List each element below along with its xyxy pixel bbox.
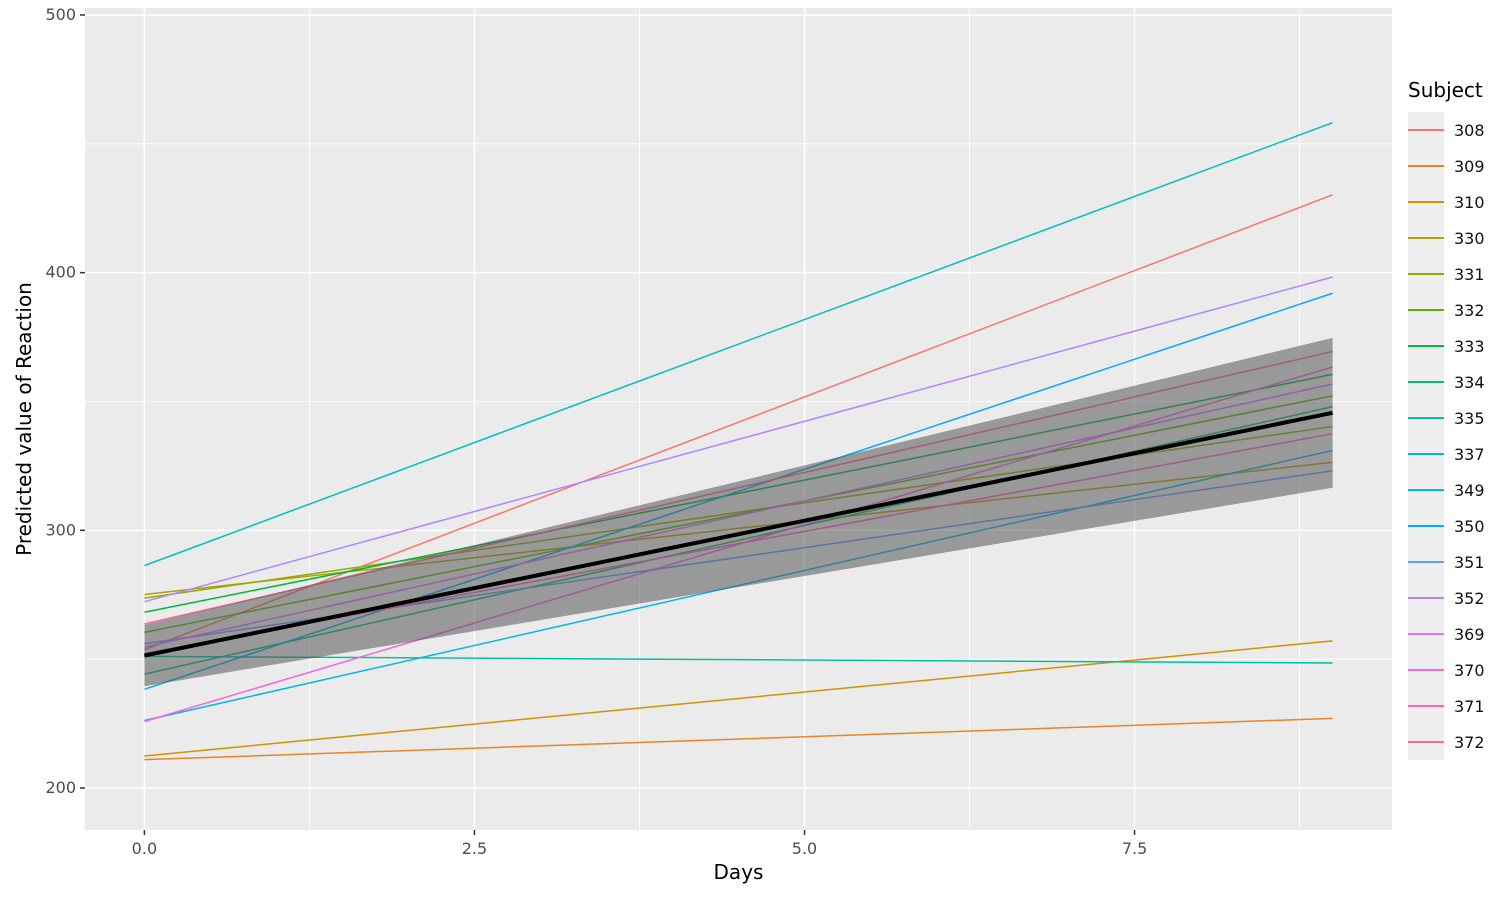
x-tick-label: 2.5 [462, 839, 487, 858]
subject-line-308 [144, 194, 1333, 651]
x-tick-label: 5.0 [792, 839, 817, 858]
legend-line-sample [1408, 201, 1444, 203]
y-tick-label: 400 [45, 263, 76, 282]
x-tick-label: 7.5 [1122, 839, 1147, 858]
legend-line-sample [1408, 561, 1444, 563]
fixed-effect-line [144, 410, 1333, 658]
legend: Subject 308 309 310 330 331 332 333 334 335 337 34… [1408, 78, 1485, 760]
legend-label: 330 [1454, 228, 1485, 248]
legend-item-331: 331 [1408, 256, 1485, 292]
legend-key-swatch [1408, 724, 1444, 760]
subject-line-335 [144, 655, 1333, 664]
legend-key-swatch [1408, 652, 1444, 688]
y-tick-label: 300 [45, 520, 76, 539]
legend-item-310: 310 [1408, 184, 1485, 220]
legend-key-swatch [1408, 256, 1444, 292]
legend-line-sample [1408, 633, 1444, 635]
legend-label: 309 [1454, 156, 1485, 176]
subject-line-352 [144, 276, 1333, 603]
legend-label: 308 [1454, 120, 1485, 140]
legend-item-335: 335 [1408, 400, 1485, 436]
legend-key-swatch [1408, 364, 1444, 400]
legend-line-sample [1408, 525, 1444, 527]
legend-line-sample [1408, 345, 1444, 347]
legend-line-sample [1408, 489, 1444, 491]
legend-key-swatch [1408, 148, 1444, 184]
legend-label: 351 [1454, 552, 1485, 572]
legend-key-swatch [1408, 544, 1444, 580]
legend-item-370: 370 [1408, 652, 1485, 688]
legend-label: 337 [1454, 444, 1485, 464]
legend-key-swatch [1408, 220, 1444, 256]
legend-key-swatch [1408, 184, 1444, 220]
legend-item-333: 333 [1408, 328, 1485, 364]
legend-item-372: 372 [1408, 724, 1485, 760]
legend-item-308: 308 [1408, 112, 1485, 148]
legend-label: 350 [1454, 516, 1485, 536]
legend-item-334: 334 [1408, 364, 1485, 400]
subject-line-337 [144, 121, 1333, 567]
legend-item-332: 332 [1408, 292, 1485, 328]
legend-line-sample [1408, 309, 1444, 311]
legend-item-309: 309 [1408, 148, 1485, 184]
legend-label: 372 [1454, 732, 1485, 752]
legend-item-330: 330 [1408, 220, 1485, 256]
legend-line-sample [1408, 669, 1444, 671]
legend-label: 333 [1454, 336, 1485, 356]
legend-line-sample [1408, 597, 1444, 599]
legend-key-swatch [1408, 472, 1444, 508]
legend-key-swatch [1408, 112, 1444, 148]
y-tick-label: 200 [45, 778, 76, 797]
legend-item-371: 371 [1408, 688, 1485, 724]
legend-line-sample [1408, 417, 1444, 419]
legend-item-351: 351 [1408, 544, 1485, 580]
legend-label: 370 [1454, 660, 1485, 680]
legend-key-swatch [1408, 508, 1444, 544]
legend-label: 349 [1454, 480, 1485, 500]
legend-label: 332 [1454, 300, 1485, 320]
legend-label: 331 [1454, 264, 1485, 284]
subject-line-310 [144, 640, 1333, 757]
legend-key-swatch [1408, 436, 1444, 472]
subject-line-309 [144, 717, 1333, 761]
legend-label: 371 [1454, 696, 1485, 716]
legend-label: 334 [1454, 372, 1485, 392]
x-tick-label: 0.0 [132, 839, 157, 858]
legend-label: 335 [1454, 408, 1485, 428]
legend-items: 308 309 310 330 331 332 333 334 335 337 349 350 351 3… [1408, 112, 1485, 760]
legend-item-369: 369 [1408, 616, 1485, 652]
legend-key-swatch [1408, 400, 1444, 436]
legend-label: 369 [1454, 624, 1485, 644]
legend-key-swatch [1408, 328, 1444, 364]
legend-item-350: 350 [1408, 508, 1485, 544]
legend-item-337: 337 [1408, 436, 1485, 472]
legend-item-352: 352 [1408, 580, 1485, 616]
legend-item-349: 349 [1408, 472, 1485, 508]
legend-key-swatch [1408, 580, 1444, 616]
legend-line-sample [1408, 165, 1444, 167]
legend-line-sample [1408, 453, 1444, 455]
legend-key-swatch [1408, 292, 1444, 328]
x-axis-title: Days [713, 860, 764, 884]
legend-label: 310 [1454, 192, 1485, 212]
y-tick-label: 500 [45, 5, 76, 24]
legend-line-sample [1408, 381, 1444, 383]
confidence-ribbon [144, 337, 1333, 687]
legend-line-sample [1408, 705, 1444, 707]
legend-line-sample [1408, 741, 1444, 743]
legend-line-sample [1408, 273, 1444, 275]
legend-key-swatch [1408, 616, 1444, 652]
legend-title: Subject [1408, 78, 1483, 102]
legend-line-sample [1408, 129, 1444, 131]
legend-key-swatch [1408, 688, 1444, 724]
y-axis-title: Predicted value of Reaction [12, 282, 36, 556]
legend-line-sample [1408, 237, 1444, 239]
legend-label: 352 [1454, 588, 1485, 608]
